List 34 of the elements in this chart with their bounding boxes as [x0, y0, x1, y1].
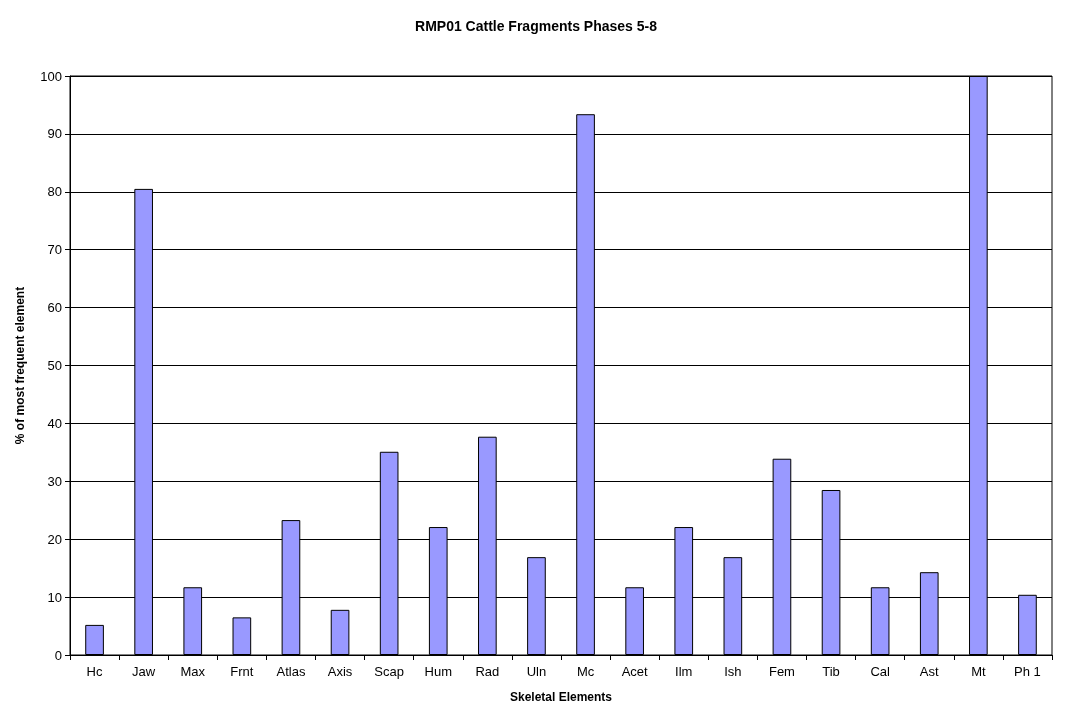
x-tick-label: Ilm [675, 664, 693, 679]
y-tick-label: 0 [54, 647, 62, 663]
x-tick-label: Atlas [276, 664, 306, 679]
y-tick-label: 30 [47, 473, 62, 489]
y-axis-title: % of most frequent element [13, 286, 27, 445]
x-tick-label: Hum [424, 664, 452, 679]
x-tick-label: Ast [919, 664, 940, 679]
x-tick-label: Frnt [230, 664, 254, 679]
y-tick-label: 100 [40, 68, 62, 84]
x-tick-label: Mt [971, 664, 986, 679]
x-tick-label: Ish [724, 664, 742, 679]
y-tick-label: 70 [47, 242, 62, 258]
x-tick-label: Acet [621, 664, 649, 679]
x-tick-label: Uln [526, 664, 547, 679]
x-tick-label: Fem [768, 664, 795, 679]
x-tick-label: Tib [822, 664, 840, 679]
y-tick-label: 60 [47, 300, 62, 316]
y-tick-label: 50 [47, 358, 62, 373]
x-axis-title: Skeletal Elements [509, 690, 613, 704]
y-tick-label: 10 [47, 589, 62, 605]
x-tick-label: Ph 1 [1014, 664, 1041, 679]
chart-title: RMP01 Cattle Fragments Phases 5-8 [415, 18, 658, 34]
x-tick-label: Max [180, 664, 206, 679]
y-tick-label: 80 [47, 184, 62, 200]
x-tick-label: Hc [86, 664, 103, 679]
x-tick-label: Axis [327, 664, 353, 679]
y-tick-label: 90 [47, 126, 62, 142]
y-tick-label: 20 [47, 531, 62, 547]
x-tick-label: Mc [576, 664, 595, 679]
x-tick-label: Scap [374, 664, 404, 679]
x-tick-label: Rad [475, 664, 500, 679]
x-tick-label: Cal [870, 664, 891, 679]
x-tick-label: Jaw [132, 664, 156, 679]
y-tick-label: 40 [47, 415, 62, 431]
